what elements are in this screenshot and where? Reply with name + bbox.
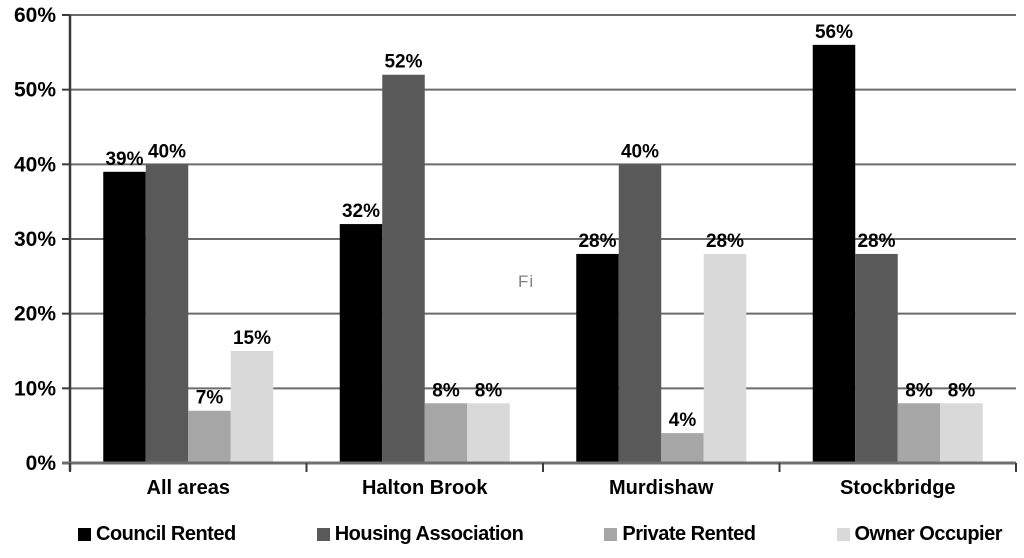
y-axis-tick-label: 40% — [14, 153, 56, 176]
bar-private-rented — [897, 403, 941, 463]
legend-item-private-rented: Private Rented — [604, 522, 756, 546]
bar-data-label: 8% — [475, 380, 503, 401]
bar-data-label: 40% — [148, 141, 186, 162]
bar-owner-occupier — [703, 253, 747, 463]
legend-label: Housing Association — [334, 522, 524, 545]
bar-housing-association — [382, 74, 425, 463]
y-axis-tick-label: 20% — [14, 303, 56, 326]
bar-data-label: 28% — [857, 231, 895, 252]
bar-council-rented — [103, 171, 146, 464]
y-axis-tick-label: 30% — [14, 228, 56, 251]
bar-data-label: 32% — [342, 201, 380, 222]
bar-data-label: 52% — [384, 52, 422, 73]
legend-item-owner-occupier: Owner Occupier — [836, 522, 1003, 546]
y-axis-tick-label: 50% — [14, 79, 56, 102]
x-axis-category-label: Stockbridge — [840, 477, 956, 499]
legend-swatch-icon — [78, 527, 91, 541]
bar-data-label: 15% — [233, 328, 271, 349]
bar-council-rented — [576, 253, 619, 463]
legend-label: Owner Occupier — [854, 522, 1003, 545]
bar-private-rented — [661, 433, 704, 463]
y-axis-tick-label: 0% — [26, 452, 57, 475]
legend-swatch-icon — [836, 527, 850, 541]
legend-swatch-icon — [316, 527, 330, 541]
y-axis-tick-label: 60% — [14, 4, 56, 27]
bar-data-label: 56% — [815, 22, 853, 43]
bar-data-label: 28% — [706, 231, 744, 252]
stray-text-fragment: Fi — [518, 272, 535, 291]
bar-data-label: 39% — [105, 149, 143, 170]
bar-council-rented — [339, 224, 383, 463]
legend-item-housing-association: Housing Association — [316, 522, 524, 546]
bar-data-label: 4% — [669, 410, 697, 431]
legend-swatch-icon — [604, 527, 618, 541]
legend-label: Council Rented — [96, 522, 236, 545]
bar-housing-association — [618, 164, 662, 464]
bar-private-rented — [424, 403, 468, 463]
x-axis-category-label: Halton Brook — [362, 477, 488, 499]
bar-data-label: 40% — [621, 141, 659, 162]
y-axis-tick-label: 10% — [14, 377, 56, 400]
bar-housing-association — [855, 253, 898, 463]
x-axis-category-label: Murdishaw — [609, 477, 714, 499]
bar-owner-occupier — [467, 403, 510, 463]
legend-label: Private Rented — [622, 522, 756, 545]
bar-private-rented — [188, 410, 231, 463]
bar-data-label: 7% — [196, 388, 224, 409]
bar-housing-association — [145, 164, 189, 464]
bar-owner-occupier — [940, 403, 983, 463]
bar-data-label: 8% — [432, 380, 460, 401]
legend-item-council-rented: Council Rented — [78, 523, 236, 546]
bar-data-label: 8% — [905, 380, 933, 401]
x-axis-category-label: All areas — [147, 477, 230, 499]
bar-data-label: 8% — [948, 380, 976, 401]
bar-owner-occupier — [230, 351, 274, 463]
chart-legend: Council Rented Housing Association Private… — [78, 518, 1002, 550]
bar-data-label: 28% — [578, 231, 616, 252]
bar-council-rented — [812, 44, 856, 463]
